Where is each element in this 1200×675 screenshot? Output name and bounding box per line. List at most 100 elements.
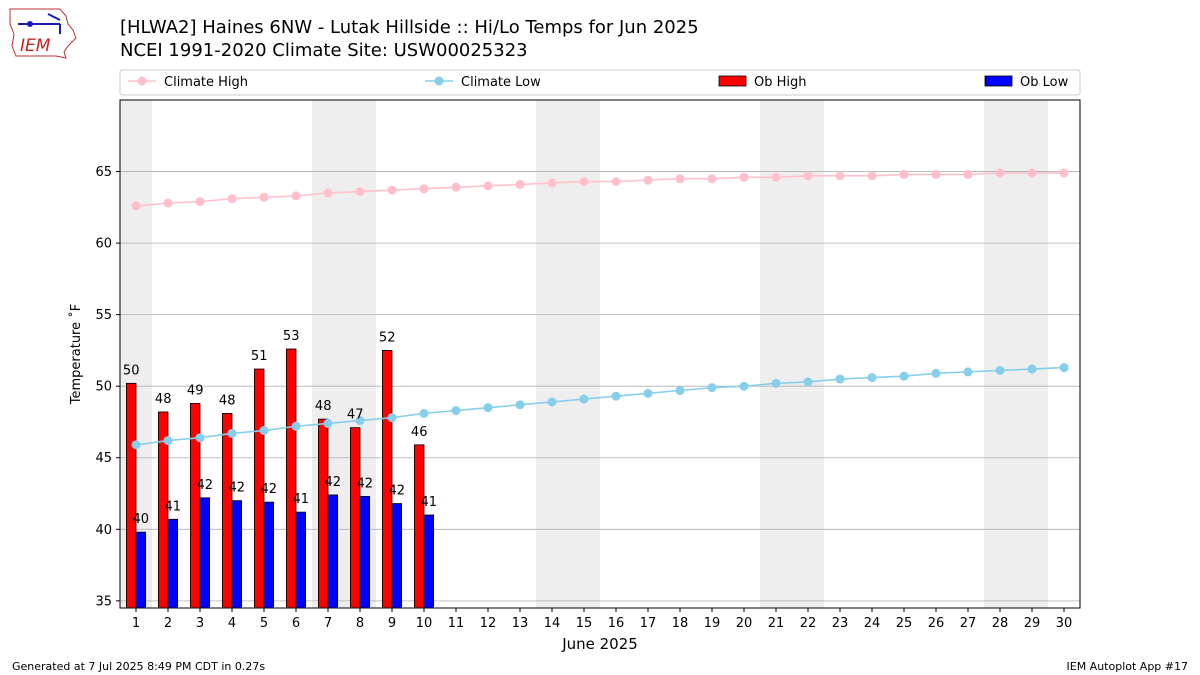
ob-low-label: 42 — [197, 478, 214, 493]
x-tick-label: 8 — [356, 616, 364, 631]
x-tick-label: 22 — [800, 616, 817, 631]
ob-high-label: 48 — [315, 399, 332, 414]
climate-high-point — [291, 191, 301, 201]
plot-frame — [119, 99, 1081, 609]
chart-subtitle: NCEI 1991-2020 Climate Site: USW00025323 — [120, 40, 528, 61]
x-tick-label: 21 — [768, 616, 785, 631]
x-tick-label: 6 — [292, 616, 300, 631]
climate-high-point — [803, 171, 813, 181]
climate-high-point — [227, 194, 237, 204]
weekend-band — [760, 100, 824, 608]
climate-high-line — [135, 172, 1064, 207]
x-axis-label: June 2025 — [561, 635, 638, 653]
x-tick-label: 12 — [480, 616, 497, 631]
climate-high-point — [163, 198, 173, 208]
x-tick-label: 27 — [960, 616, 977, 631]
ob-low-label: 42 — [389, 484, 406, 499]
climate-high-point — [1059, 168, 1069, 178]
climate-low-point — [963, 367, 973, 377]
legend: Climate High Climate Low Ob High Ob Low — [119, 69, 1081, 96]
ob-high-bar — [285, 348, 297, 609]
ob-low-legend-label: Ob Low — [1020, 75, 1069, 90]
x-tick-label: 26 — [928, 616, 945, 631]
ob-high-label: 51 — [251, 349, 268, 364]
climate-high-legend-label: Climate High — [164, 75, 248, 90]
x-tick-label: 24 — [864, 616, 881, 631]
y-tick-label: 55 — [95, 308, 112, 323]
ob-high-bar — [413, 444, 425, 609]
climate-high-point — [323, 188, 333, 198]
x-tick-label: 11 — [448, 616, 465, 631]
climate-low-legend-label: Climate Low — [461, 75, 541, 90]
ob-low-bar — [263, 501, 275, 609]
climate-high-point — [195, 197, 205, 207]
ob-high-label: 48 — [155, 392, 172, 407]
x-tick-label: 1 — [132, 616, 140, 631]
climate-high-point — [707, 174, 717, 184]
y-tick-label: 65 — [95, 165, 112, 180]
climate-low-point — [643, 388, 653, 398]
climate-high-point — [867, 171, 877, 181]
y-tick-label: 40 — [95, 523, 112, 538]
ob-high-label: 50 — [123, 363, 140, 378]
climate-high-point — [995, 168, 1005, 178]
ob-high-label: 48 — [219, 393, 236, 408]
climate-low-point — [835, 374, 845, 384]
climate-low-point — [515, 400, 525, 410]
ob-high-label: 47 — [347, 408, 364, 423]
climate-low-point — [995, 365, 1005, 375]
ob-low-bar — [135, 531, 147, 609]
y-tick-label: 45 — [95, 451, 112, 466]
climate-low-point — [419, 408, 429, 418]
logo-text: IEM — [20, 36, 51, 56]
x-tick-label: 25 — [896, 616, 913, 631]
app-credit: IEM Autoplot App #17 — [1066, 660, 1189, 673]
chart-title: [HLWA2] Haines 6NW - Lutak Hillside :: H… — [120, 17, 699, 38]
y-tick-label: 35 — [95, 594, 112, 609]
ob-low-label: 41 — [293, 492, 310, 507]
climate-low-line — [135, 366, 1065, 446]
climate-high-point — [771, 172, 781, 182]
ob-low-label: 42 — [357, 476, 374, 491]
climate-low-point — [259, 426, 269, 436]
ob-low-label: 41 — [421, 495, 438, 510]
x-tick-label: 13 — [512, 616, 529, 631]
ob-high-bar — [381, 350, 393, 609]
ob-low-bar — [359, 495, 371, 609]
climate-high-point — [739, 172, 749, 182]
generated-timestamp: Generated at 7 Jul 2025 8:49 PM CDT in 0… — [12, 660, 266, 673]
ob-high-bar — [126, 382, 137, 609]
x-tick-label: 3 — [196, 616, 204, 631]
ob-high-legend-label: Ob High — [754, 75, 807, 90]
y-axis-label: Temperature ˚F — [68, 304, 84, 405]
x-tick-label: 18 — [672, 616, 689, 631]
ob-low-label: 42 — [325, 475, 342, 490]
climate-low-point — [1027, 364, 1037, 374]
climate-high-point — [515, 179, 525, 189]
climate-high-point — [899, 169, 909, 179]
climate-high-point — [259, 192, 269, 202]
ob-low-bar — [295, 511, 307, 609]
x-tick-label: 17 — [640, 616, 657, 631]
x-tick-label: 9 — [388, 616, 396, 631]
climate-high-point — [387, 185, 397, 195]
weekend-band — [984, 100, 1048, 608]
x-tick-label: 5 — [260, 616, 268, 631]
ob-high-label: 46 — [411, 425, 428, 440]
x-tick-label: 14 — [544, 616, 561, 631]
climate-low-legend-marker — [434, 76, 444, 86]
ob-low-bar — [199, 497, 211, 609]
ob-high-bar — [221, 412, 233, 609]
climate-high-point — [419, 184, 429, 194]
climate-high-point — [963, 169, 973, 179]
climate-low-point — [931, 368, 941, 378]
ob-high-legend-swatch — [718, 75, 747, 87]
climate-low-point — [163, 436, 173, 446]
climate-high-point — [835, 171, 845, 181]
climate-low-point — [675, 385, 685, 395]
y-tick-label: 60 — [95, 237, 112, 252]
ob-low-bar — [391, 503, 403, 609]
weekend-band — [536, 100, 600, 608]
